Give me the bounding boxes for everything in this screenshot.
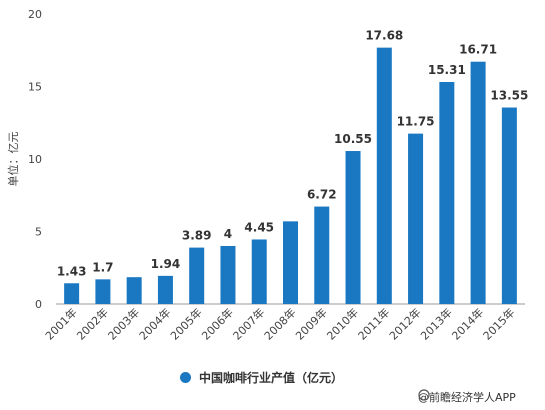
bar	[345, 151, 361, 304]
x-tick-label: 2010年	[324, 305, 361, 342]
y-tick-label: 20	[28, 8, 42, 21]
y-tick-label: 0	[35, 298, 42, 311]
source-icon	[418, 389, 430, 401]
bar	[220, 246, 236, 304]
x-tick-label: 2013年	[417, 305, 454, 342]
x-tick-label: 2006年	[199, 305, 236, 342]
bar	[408, 133, 424, 304]
legend-label: 中国咖啡行业产值（亿元）	[199, 370, 344, 385]
data-label: 4.45	[244, 220, 274, 234]
y-tick-label: 10	[28, 153, 42, 166]
data-label: 4	[224, 227, 232, 241]
data-label: 1.43	[57, 264, 87, 278]
x-tick-label: 2015年	[480, 305, 517, 342]
data-label: 6.72	[307, 188, 337, 202]
bar	[64, 283, 80, 304]
x-tick-label: 2001年	[42, 305, 79, 342]
data-label: 17.68	[365, 29, 403, 43]
data-label: 11.75	[397, 115, 435, 129]
y-axis-title: 单位：亿元	[6, 132, 20, 187]
data-label: 1.94	[151, 257, 181, 271]
x-tick-label: 2003年	[105, 305, 142, 342]
data-label: 16.71	[459, 43, 497, 57]
x-tick-label: 2012年	[386, 305, 423, 342]
bar	[283, 221, 298, 304]
bar	[439, 82, 455, 304]
data-label: 10.55	[334, 132, 372, 146]
x-tick-label: 2008年	[261, 305, 298, 342]
data-label: 1.7	[92, 260, 113, 274]
x-tick-label: 2009年	[292, 305, 329, 342]
y-tick-label: 15	[28, 81, 42, 94]
x-tick-label: 2004年	[136, 305, 173, 342]
x-tick-label: 2007年	[230, 305, 267, 342]
x-tick-label: 2005年	[167, 305, 204, 342]
x-tick-label: 2014年	[449, 305, 486, 342]
bar	[95, 279, 111, 304]
legend: 中国咖啡行业产值（亿元）	[180, 368, 343, 386]
bar	[251, 239, 267, 304]
data-label: 3.89	[182, 229, 212, 243]
source-note: @前瞻经济学人APP	[418, 389, 516, 405]
bar	[157, 275, 173, 304]
data-label: 15.31	[428, 63, 466, 77]
source-text: @前瞻经济学人APP	[418, 391, 516, 404]
legend-marker	[180, 371, 191, 383]
bar	[470, 61, 486, 304]
x-tick-label: 2011年	[355, 305, 392, 342]
x-tick-label: 2002年	[74, 305, 111, 342]
bar	[501, 107, 517, 305]
bar	[189, 247, 205, 304]
bar	[376, 47, 392, 304]
y-tick-label: 5	[35, 226, 42, 239]
bar	[126, 277, 142, 304]
data-label: 13.55	[490, 89, 528, 103]
bar	[314, 206, 330, 304]
